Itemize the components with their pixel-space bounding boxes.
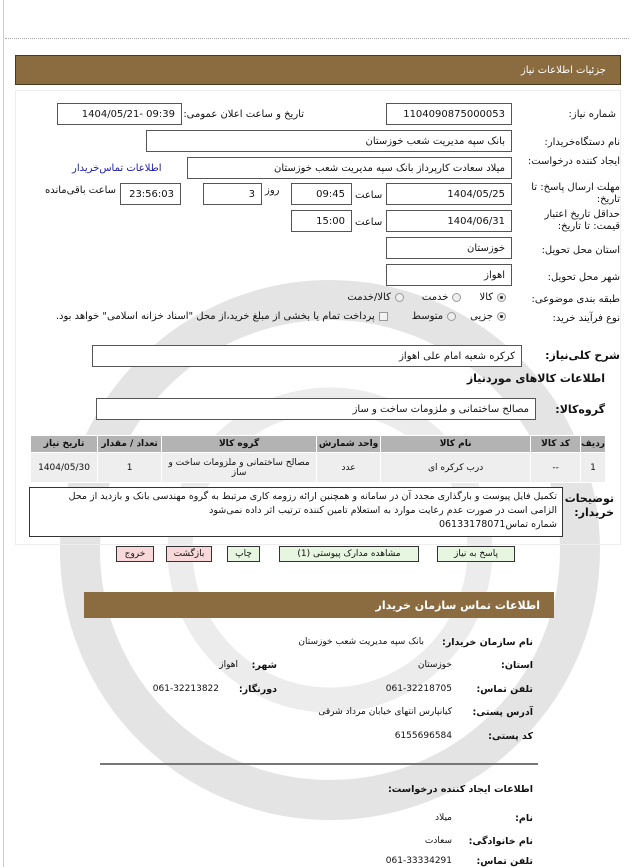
deadline-label: مهلت ارسال پاسخ: تا تاریخ:	[531, 182, 620, 205]
table-row: 1 -- درب کرکره ای عدد مصالح ساختمانی و م…	[29, 452, 606, 483]
creator-label: ایجاد کننده درخواست:	[527, 156, 620, 167]
reply-button[interactable]: پاسخ به نیاز	[437, 546, 515, 562]
details-panel	[15, 90, 621, 545]
need-number-field: 1104090875000053	[386, 103, 512, 125]
need-number-label: شماره نیاز:	[568, 109, 617, 120]
org-label: نام سازمان خریدار:	[442, 637, 533, 648]
org-value: بانک سپه مدیریت شعب خوزستان	[298, 637, 424, 647]
time-label: ساعت	[355, 190, 383, 201]
time-label: ساعت	[355, 217, 383, 228]
days-field: 3	[203, 183, 262, 205]
creator-field: میلاد سعادت کارپرداز بانک سپه مدیریت شعب…	[187, 157, 512, 179]
col-unit: واحد شمارش	[316, 435, 382, 453]
postal-label: کد پستی:	[488, 731, 533, 742]
province-field: خوزستان	[386, 237, 512, 259]
city-label: شهر:	[251, 660, 277, 671]
col-name: نام کالا	[380, 435, 532, 453]
view-documents-button[interactable]: مشاهده مدارک پیوستی (1)	[279, 546, 419, 562]
desc-label: شرح کلی‌نیاز:	[545, 349, 620, 362]
announce-field: 1404/05/21- 09:39	[57, 103, 182, 125]
page-border	[3, 0, 4, 867]
postal-value: 6155696584	[394, 731, 452, 741]
back-button[interactable]: بازگشت	[166, 546, 212, 562]
process-option-medium[interactable]: متوسط	[412, 311, 457, 322]
col-date: تاریخ نیاز	[29, 435, 99, 453]
col-code: کد کالا	[530, 435, 582, 453]
address-label: آدرس پستی:	[472, 707, 533, 718]
name-value: میلاد	[435, 813, 452, 823]
process-option-minor[interactable]: جزیی	[470, 311, 506, 322]
group-field: مصالح ساختمانی و ملزومات ساخت و ساز	[96, 398, 536, 420]
col-row: ردیف	[580, 435, 606, 453]
family-value: سعادت	[424, 836, 452, 846]
creator-title: اطلاعات ایجاد کننده درخواست:	[387, 784, 533, 795]
page-title: جزئیات اطلاعات نیاز	[520, 64, 606, 76]
province-value: خوزستان	[417, 660, 452, 670]
announce-label: تاریخ و ساعت اعلان عمومی:	[183, 109, 304, 120]
exit-button[interactable]: خروج	[116, 546, 154, 562]
category-option-goods[interactable]: کالا	[479, 292, 506, 303]
col-group: گروه کالا	[161, 435, 318, 453]
family-label: نام خانوادگی:	[468, 836, 533, 847]
phone-value: 061-32218705	[385, 684, 452, 694]
goods-table: ردیف کد کالا نام کالا واحد شمارش گروه کا…	[29, 435, 606, 483]
remaining-label: ساعت باقی‌مانده	[44, 185, 116, 196]
validity-label: حداقل تاریخ اعتبار قیمت: تا تاریخ:	[544, 209, 620, 232]
deadline-time-field: 09:45	[291, 183, 352, 205]
phone-label: تلفن تماس:	[476, 684, 533, 695]
process-radio-group: جزیی متوسط پرداخت تمام یا بخشی از مبلغ خ…	[56, 311, 506, 322]
deadline-date-field: 1404/05/25	[386, 183, 512, 205]
table-header-row: ردیف کد کالا نام کالا واحد شمارش گروه کا…	[29, 435, 606, 453]
city-field: اهواز	[386, 264, 512, 286]
page-header: جزئیات اطلاعات نیاز	[15, 55, 621, 85]
name-label: نام:	[515, 813, 533, 824]
print-button[interactable]: چاپ	[227, 546, 260, 562]
province-label: استان محل تحویل:	[541, 245, 620, 256]
city-label: شهر محل تحویل:	[547, 272, 620, 283]
validity-time-field: 15:00	[291, 210, 352, 232]
payment-note: پرداخت تمام یا بخشی از مبلغ خرید،از محل …	[55, 311, 375, 322]
creator-phone-label: تلفن تماس:	[476, 856, 533, 867]
address-value: کیانپارس انتهای خیابان مرداد شرقی	[318, 707, 452, 717]
payment-checkbox[interactable]: پرداخت تمام یا بخشی از مبلغ خرید،از محل …	[56, 311, 388, 322]
remaining-field: 23:56:03	[120, 183, 181, 205]
category-radio-group: کالا خدمت کالا/خدمت	[347, 292, 506, 303]
category-option-both[interactable]: کالا/خدمت	[347, 292, 404, 303]
days-label: روز	[265, 185, 280, 196]
buyer-label: نام دستگاه‌خریدار:	[544, 137, 620, 148]
buyer-field: بانک سپه مدیریت شعب خوزستان	[146, 130, 512, 152]
group-label: گروه‌کالا:	[555, 403, 605, 416]
contact-header: اطلاعات تماس سازمان خریدار	[84, 592, 554, 618]
province-label: استان:	[501, 660, 533, 671]
category-option-service[interactable]: خدمت	[422, 292, 462, 303]
divider	[100, 763, 538, 765]
notes-label: توضیحات خریدار:	[564, 492, 614, 519]
creator-phone-value: 061-33334291	[385, 856, 452, 866]
process-label: نوع فرآیند خرید:	[552, 313, 621, 324]
fax-value: 061-32213822	[152, 684, 219, 694]
city-value: اهواز	[219, 660, 238, 670]
goods-title: اطلاعات کالاهای موردنیاز	[466, 372, 605, 385]
divider	[5, 38, 629, 39]
desc-field: کرکره شعبه امام علی اهواز	[92, 345, 522, 367]
validity-date-field: 1404/06/31	[386, 210, 512, 232]
buyer-contact-link[interactable]: اطلاعات تماس‌خریدار	[72, 163, 162, 174]
fax-label: دورنگار:	[238, 684, 277, 695]
col-qty: تعداد / مقدار	[97, 435, 163, 453]
category-label: طبقه بندی موضوعی:	[531, 294, 620, 305]
notes-box: تکمیل فایل پیوست و بارگذاری مجدد آن در س…	[29, 487, 563, 537]
